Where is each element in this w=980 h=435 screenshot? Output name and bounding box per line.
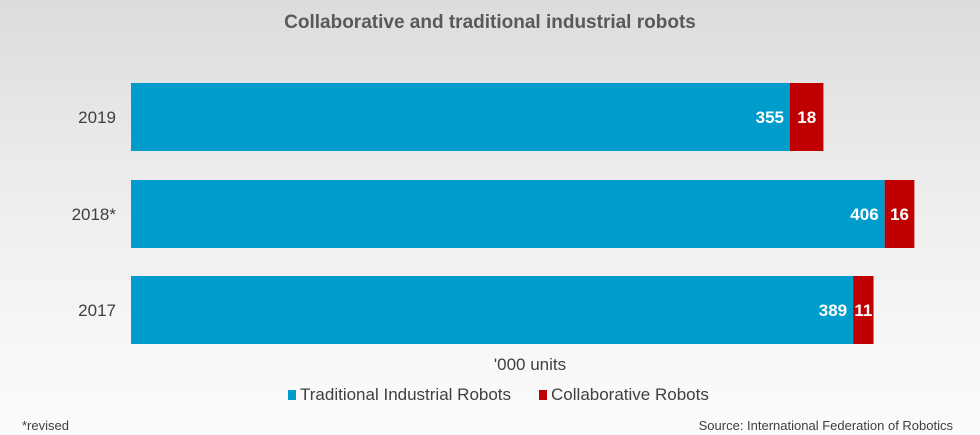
legend-swatch	[539, 390, 548, 400]
category-label: 2019	[78, 108, 116, 127]
legend-swatch	[288, 390, 296, 400]
legend-label: Collaborative Robots	[551, 385, 709, 404]
footnote: *revised	[22, 418, 69, 433]
bar-collaborative	[884, 180, 915, 248]
data-label: 389	[819, 301, 847, 320]
category-label: 2018*	[72, 205, 117, 224]
legend-item-collaborative: Collaborative Robots	[539, 385, 709, 405]
source: Source: International Federation of Robo…	[698, 418, 953, 433]
data-label: 18	[797, 108, 816, 127]
bar-collaborative	[790, 83, 824, 151]
category-label: 2017	[78, 301, 116, 320]
bar-collaborative	[853, 276, 874, 344]
bar-traditional	[131, 180, 885, 248]
data-label: 355	[756, 108, 784, 127]
chart-title: Collaborative and traditional industrial…	[284, 12, 696, 33]
legend-item-traditional: Traditional Industrial Robots	[288, 385, 511, 405]
legend-label: Traditional Industrial Robots	[300, 385, 512, 404]
data-label: 11	[854, 301, 872, 320]
x-axis-label: '000 units	[493, 355, 567, 374]
bar-traditional	[131, 83, 790, 151]
data-label: 16	[890, 205, 909, 224]
bar-traditional	[131, 276, 854, 344]
data-label: 406	[850, 205, 878, 224]
legend: Traditional Industrial Robots Collaborat…	[288, 385, 709, 405]
